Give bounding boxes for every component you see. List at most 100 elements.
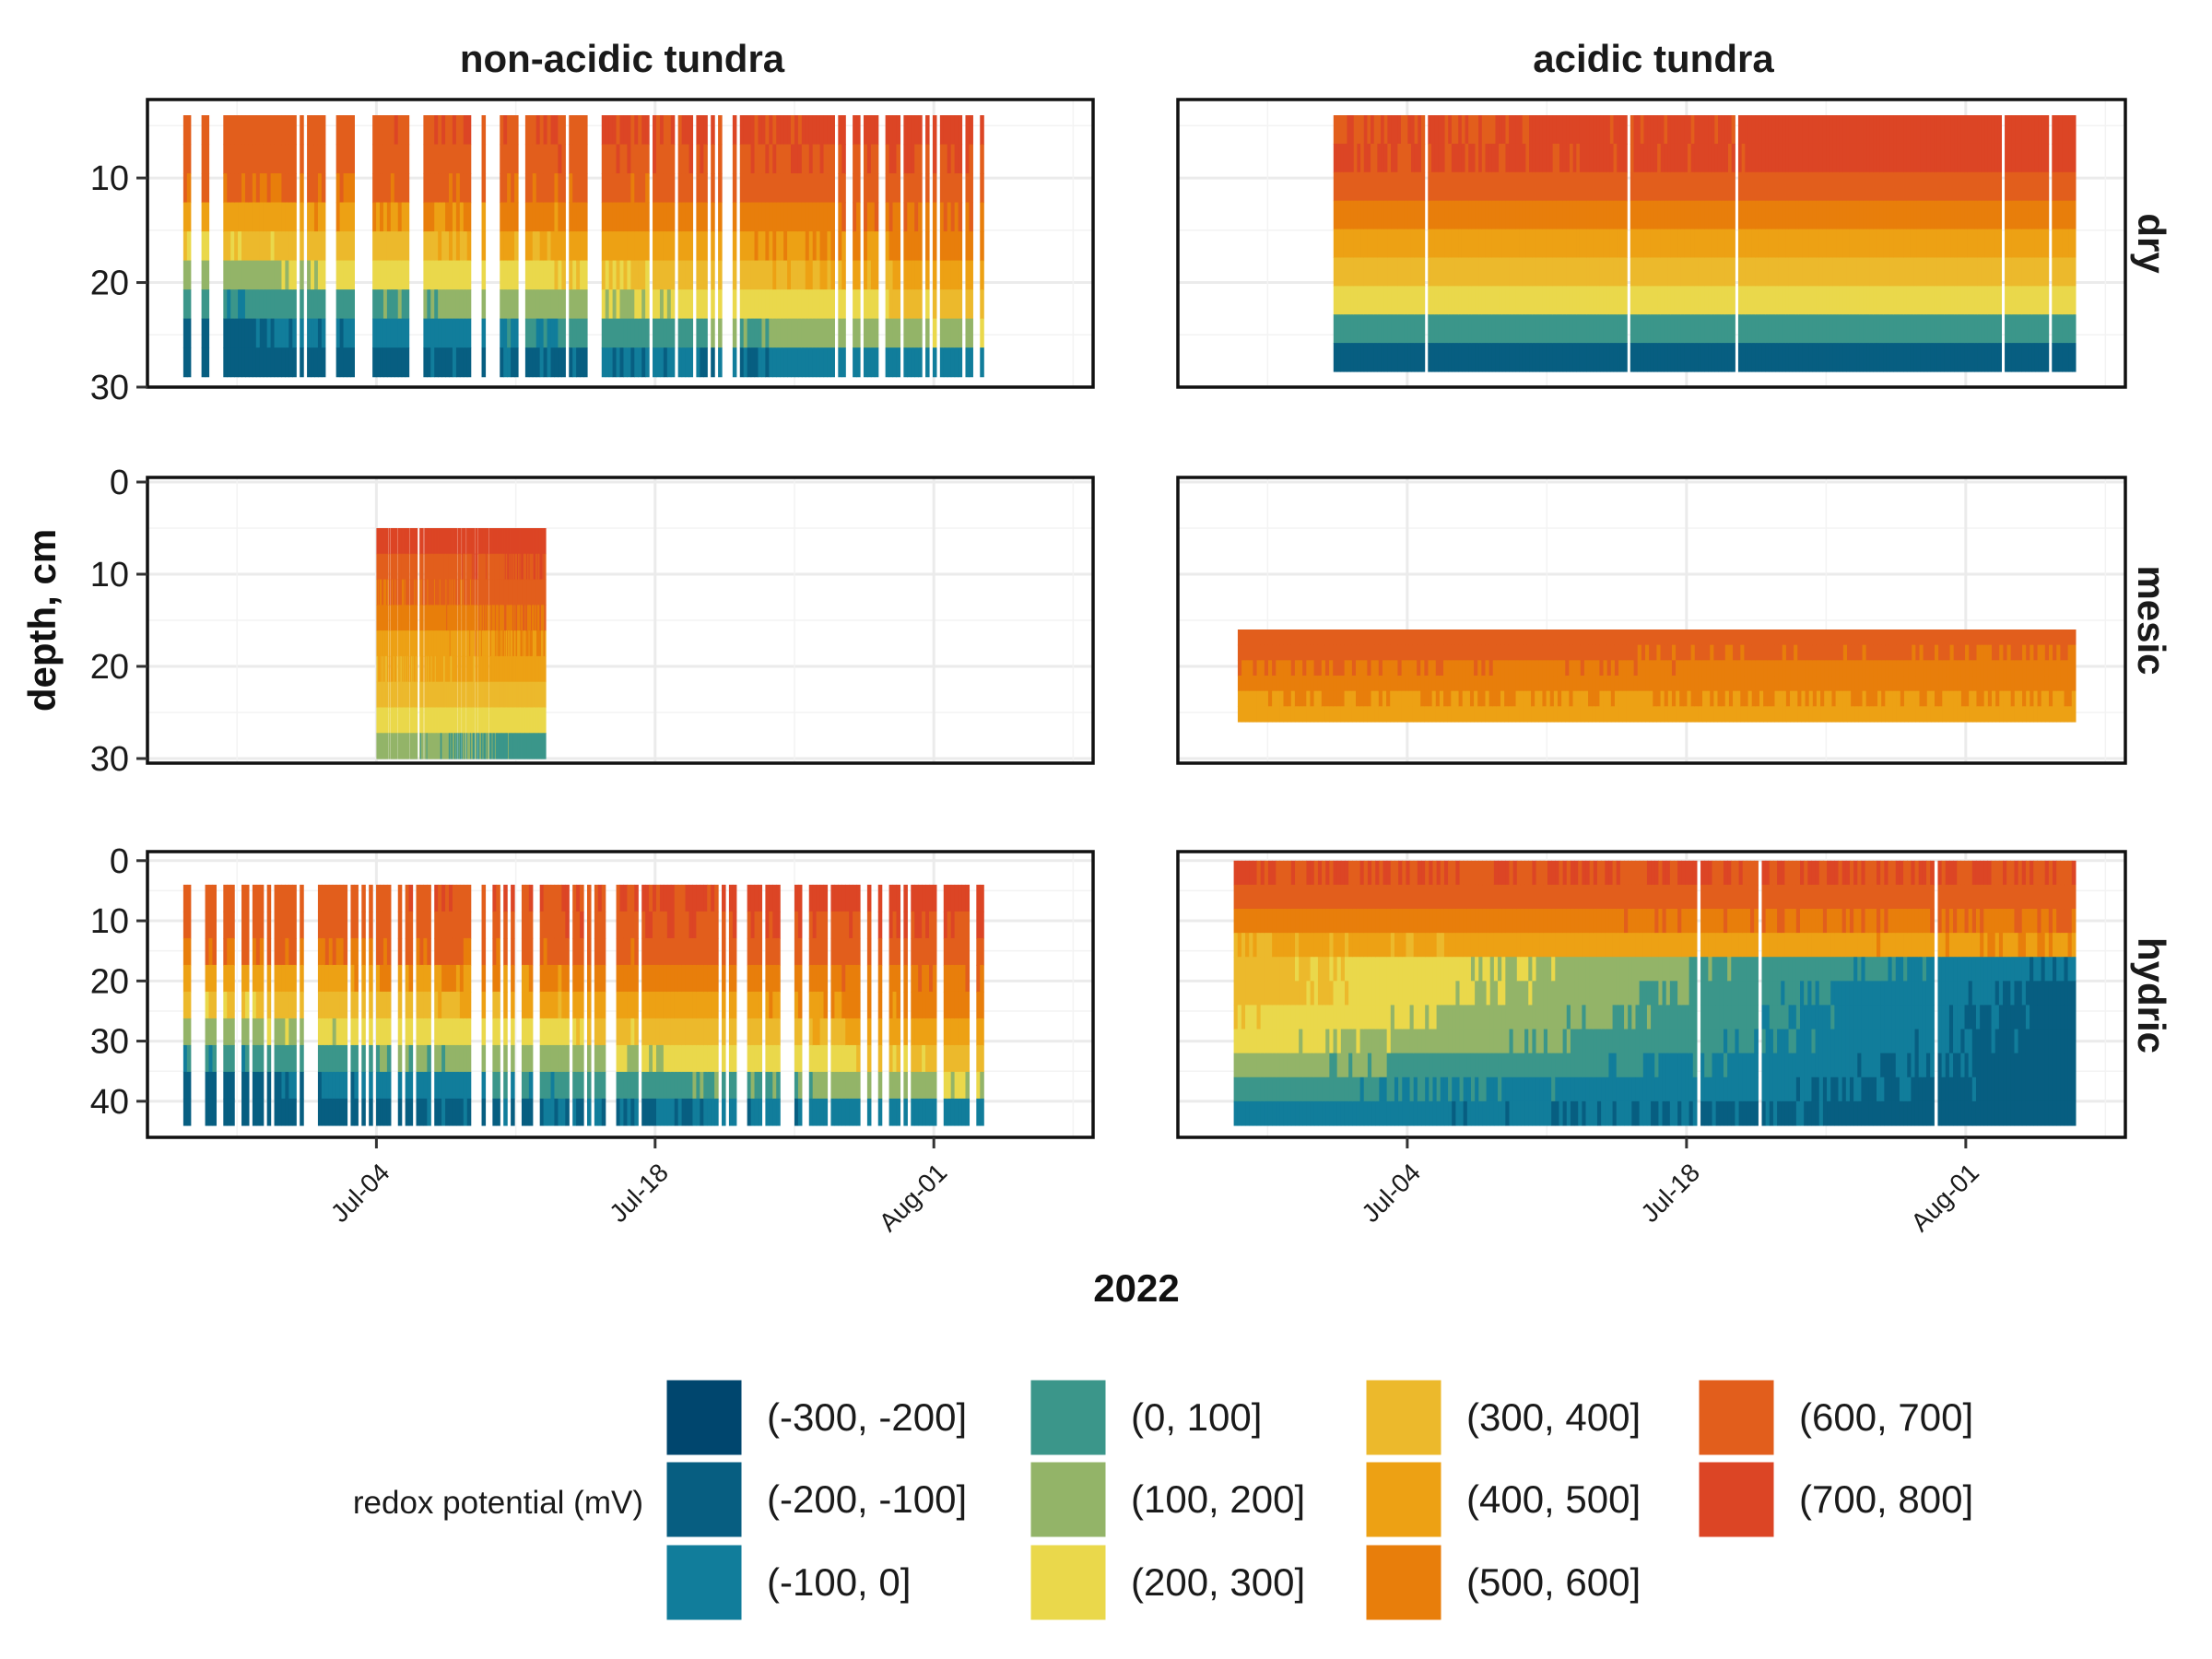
- heat-cell: [1589, 343, 1594, 372]
- heat-cell: [638, 173, 642, 204]
- heat-cell: [421, 630, 424, 657]
- heat-cell: [441, 630, 442, 657]
- heat-cell: [392, 553, 394, 581]
- heat-cell: [539, 144, 545, 174]
- heat-cell: [421, 579, 424, 606]
- heat-cell: [907, 260, 912, 290]
- heat-cell: [415, 655, 417, 683]
- heat-cell: [1606, 286, 1611, 315]
- heat-cell: [1377, 257, 1382, 287]
- heat-cell: [424, 707, 427, 734]
- heat-cell: [444, 630, 447, 657]
- heat-cell: [1936, 343, 1942, 372]
- heat-cell: [1397, 115, 1402, 145]
- heat-cell: [497, 733, 499, 759]
- heat-cell: [641, 173, 646, 204]
- heat-cell: [1373, 286, 1378, 315]
- heat-cell: [1650, 314, 1655, 344]
- heat-cell: [455, 347, 461, 378]
- heat-cell: [455, 289, 461, 320]
- heat-cell: [965, 318, 971, 348]
- heat-cell: [378, 655, 380, 683]
- heat-cell: [510, 733, 512, 759]
- heat-cell: [1448, 115, 1453, 145]
- heat-cell: [1633, 200, 1638, 230]
- heat-cell: [503, 173, 508, 204]
- heat-cell: [503, 681, 506, 709]
- heat-cell: [554, 318, 559, 348]
- heat-cell: [378, 733, 380, 759]
- heat-cell: [1653, 286, 1658, 315]
- heat-cell: [907, 144, 912, 174]
- heat-cell: [776, 260, 781, 290]
- heat-cell: [458, 605, 461, 631]
- heat-cell: [387, 655, 389, 683]
- heat-cell: [1630, 115, 1635, 145]
- heat-cell: [1347, 257, 1351, 287]
- heat-cell: [435, 707, 438, 734]
- heat-cell: [381, 630, 382, 657]
- heat-cell: [387, 553, 389, 581]
- heat-cell: [1430, 115, 1436, 145]
- heat-cell: [1670, 171, 1676, 202]
- heat-cell: [507, 202, 512, 232]
- heat-cell: [414, 553, 416, 581]
- heat-cell: [433, 579, 436, 606]
- heat-cell: [918, 318, 923, 348]
- heat-cell: [681, 115, 687, 146]
- heat-cell: [1954, 314, 1959, 344]
- heat-cell: [490, 681, 493, 709]
- heat-cell: [892, 318, 898, 348]
- heat-cell: [379, 579, 382, 606]
- heat-cell: [670, 202, 676, 232]
- heat-cell: [1879, 200, 1884, 230]
- heat-cell: [307, 260, 312, 290]
- heat-cell: [1566, 314, 1571, 344]
- heat-cell: [466, 630, 468, 657]
- heat-cell: [274, 115, 279, 146]
- heat-cell: [1747, 143, 1753, 173]
- heat-cell: [2038, 229, 2042, 259]
- heat-cell: [787, 173, 792, 204]
- heat-cell: [830, 173, 835, 204]
- heat-cell: [435, 681, 438, 709]
- heat-cell: [608, 115, 614, 146]
- heat-cell: [427, 630, 429, 657]
- heat-cell: [1434, 343, 1439, 372]
- heat-cell: [274, 289, 279, 320]
- heat-cell: [522, 681, 524, 709]
- heat-cell: [1650, 286, 1655, 315]
- heat-cell: [274, 202, 279, 232]
- heat-cell: [805, 260, 810, 290]
- heat-cell: [1539, 200, 1544, 230]
- heat-cell: [444, 681, 447, 709]
- heat-cell: [677, 202, 683, 232]
- heat-cell: [263, 347, 268, 378]
- heat-cell: [1717, 314, 1723, 344]
- heat-cell: [2005, 115, 2009, 145]
- heat-cell: [1410, 314, 1416, 344]
- heat-cell: [462, 528, 465, 555]
- heat-cell: [2065, 200, 2070, 230]
- heat-cell: [503, 655, 505, 683]
- heat-cell: [1846, 257, 1851, 287]
- heat-cell: [412, 579, 415, 606]
- heat-cell: [382, 707, 384, 734]
- heat-cell: [561, 173, 566, 204]
- heat-cell: [300, 260, 304, 290]
- heat-cell: [532, 173, 537, 204]
- heat-cell: [1967, 115, 1972, 145]
- heat-cell: [1586, 314, 1591, 344]
- heat-cell: [1674, 343, 1678, 372]
- heat-cell: [1596, 171, 1601, 202]
- heat-cell: [505, 579, 508, 606]
- heat-cell: [780, 289, 784, 320]
- heat-cell: [1934, 257, 1938, 287]
- heat-cell: [387, 681, 389, 709]
- heat-cell: [1549, 314, 1554, 344]
- heat-cell: [385, 605, 387, 631]
- heat-cell: [1603, 200, 1607, 230]
- heat-cell: [638, 289, 642, 320]
- heat-cell: [1883, 343, 1888, 372]
- heat-cell: [398, 528, 401, 555]
